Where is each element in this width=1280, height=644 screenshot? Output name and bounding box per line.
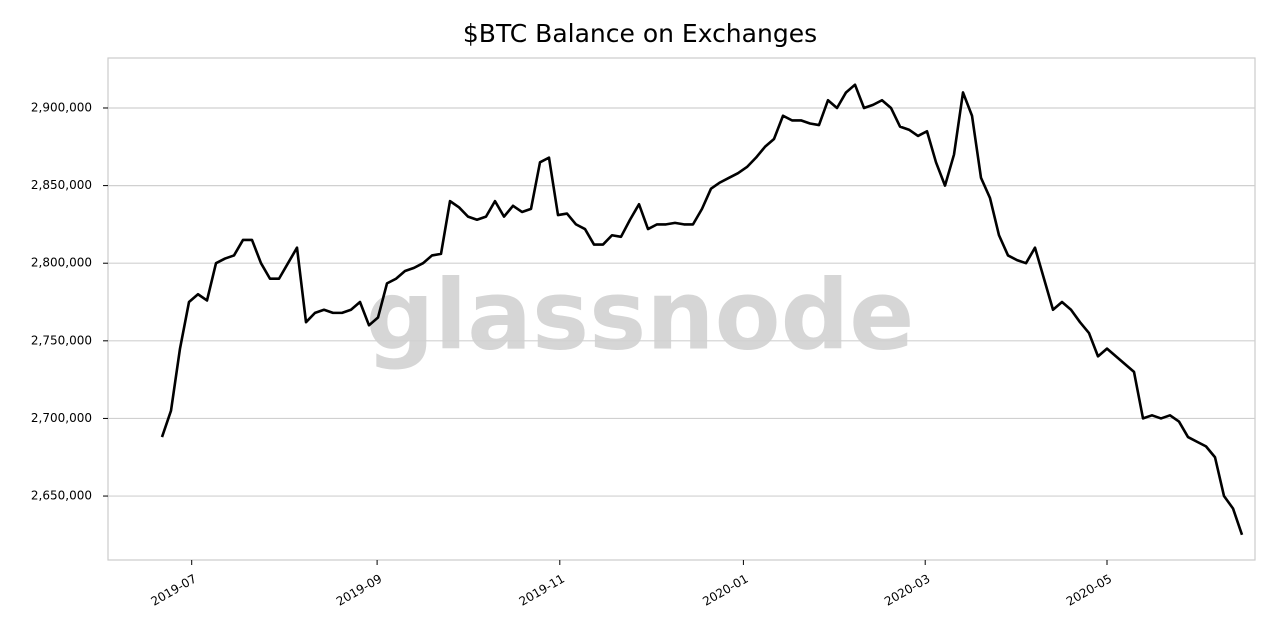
chart-title: $BTC Balance on Exchanges [463, 19, 817, 48]
plot-frame [107, 57, 1256, 561]
x-tick-label: 2019-09 [334, 572, 384, 609]
y-tick-label: 2,700,000 [31, 411, 92, 425]
y-tick-label: 2,850,000 [31, 178, 92, 192]
x-tick-label: 2019-07 [149, 572, 199, 609]
x-tick-label: 2020-05 [1064, 572, 1114, 609]
y-tick-label: 2,800,000 [31, 256, 92, 270]
line [160, 83, 1244, 536]
x-tick-label: 2019-11 [517, 572, 567, 609]
watermark: glassnode [366, 259, 915, 371]
x-tick-label: 2020-03 [882, 572, 932, 609]
y-tick-label: 2,750,000 [31, 333, 92, 347]
x-tick-label: 2020-01 [700, 572, 750, 609]
y-tick-label: 2,900,000 [31, 100, 92, 114]
y-tick-label: 2,650,000 [31, 489, 92, 503]
